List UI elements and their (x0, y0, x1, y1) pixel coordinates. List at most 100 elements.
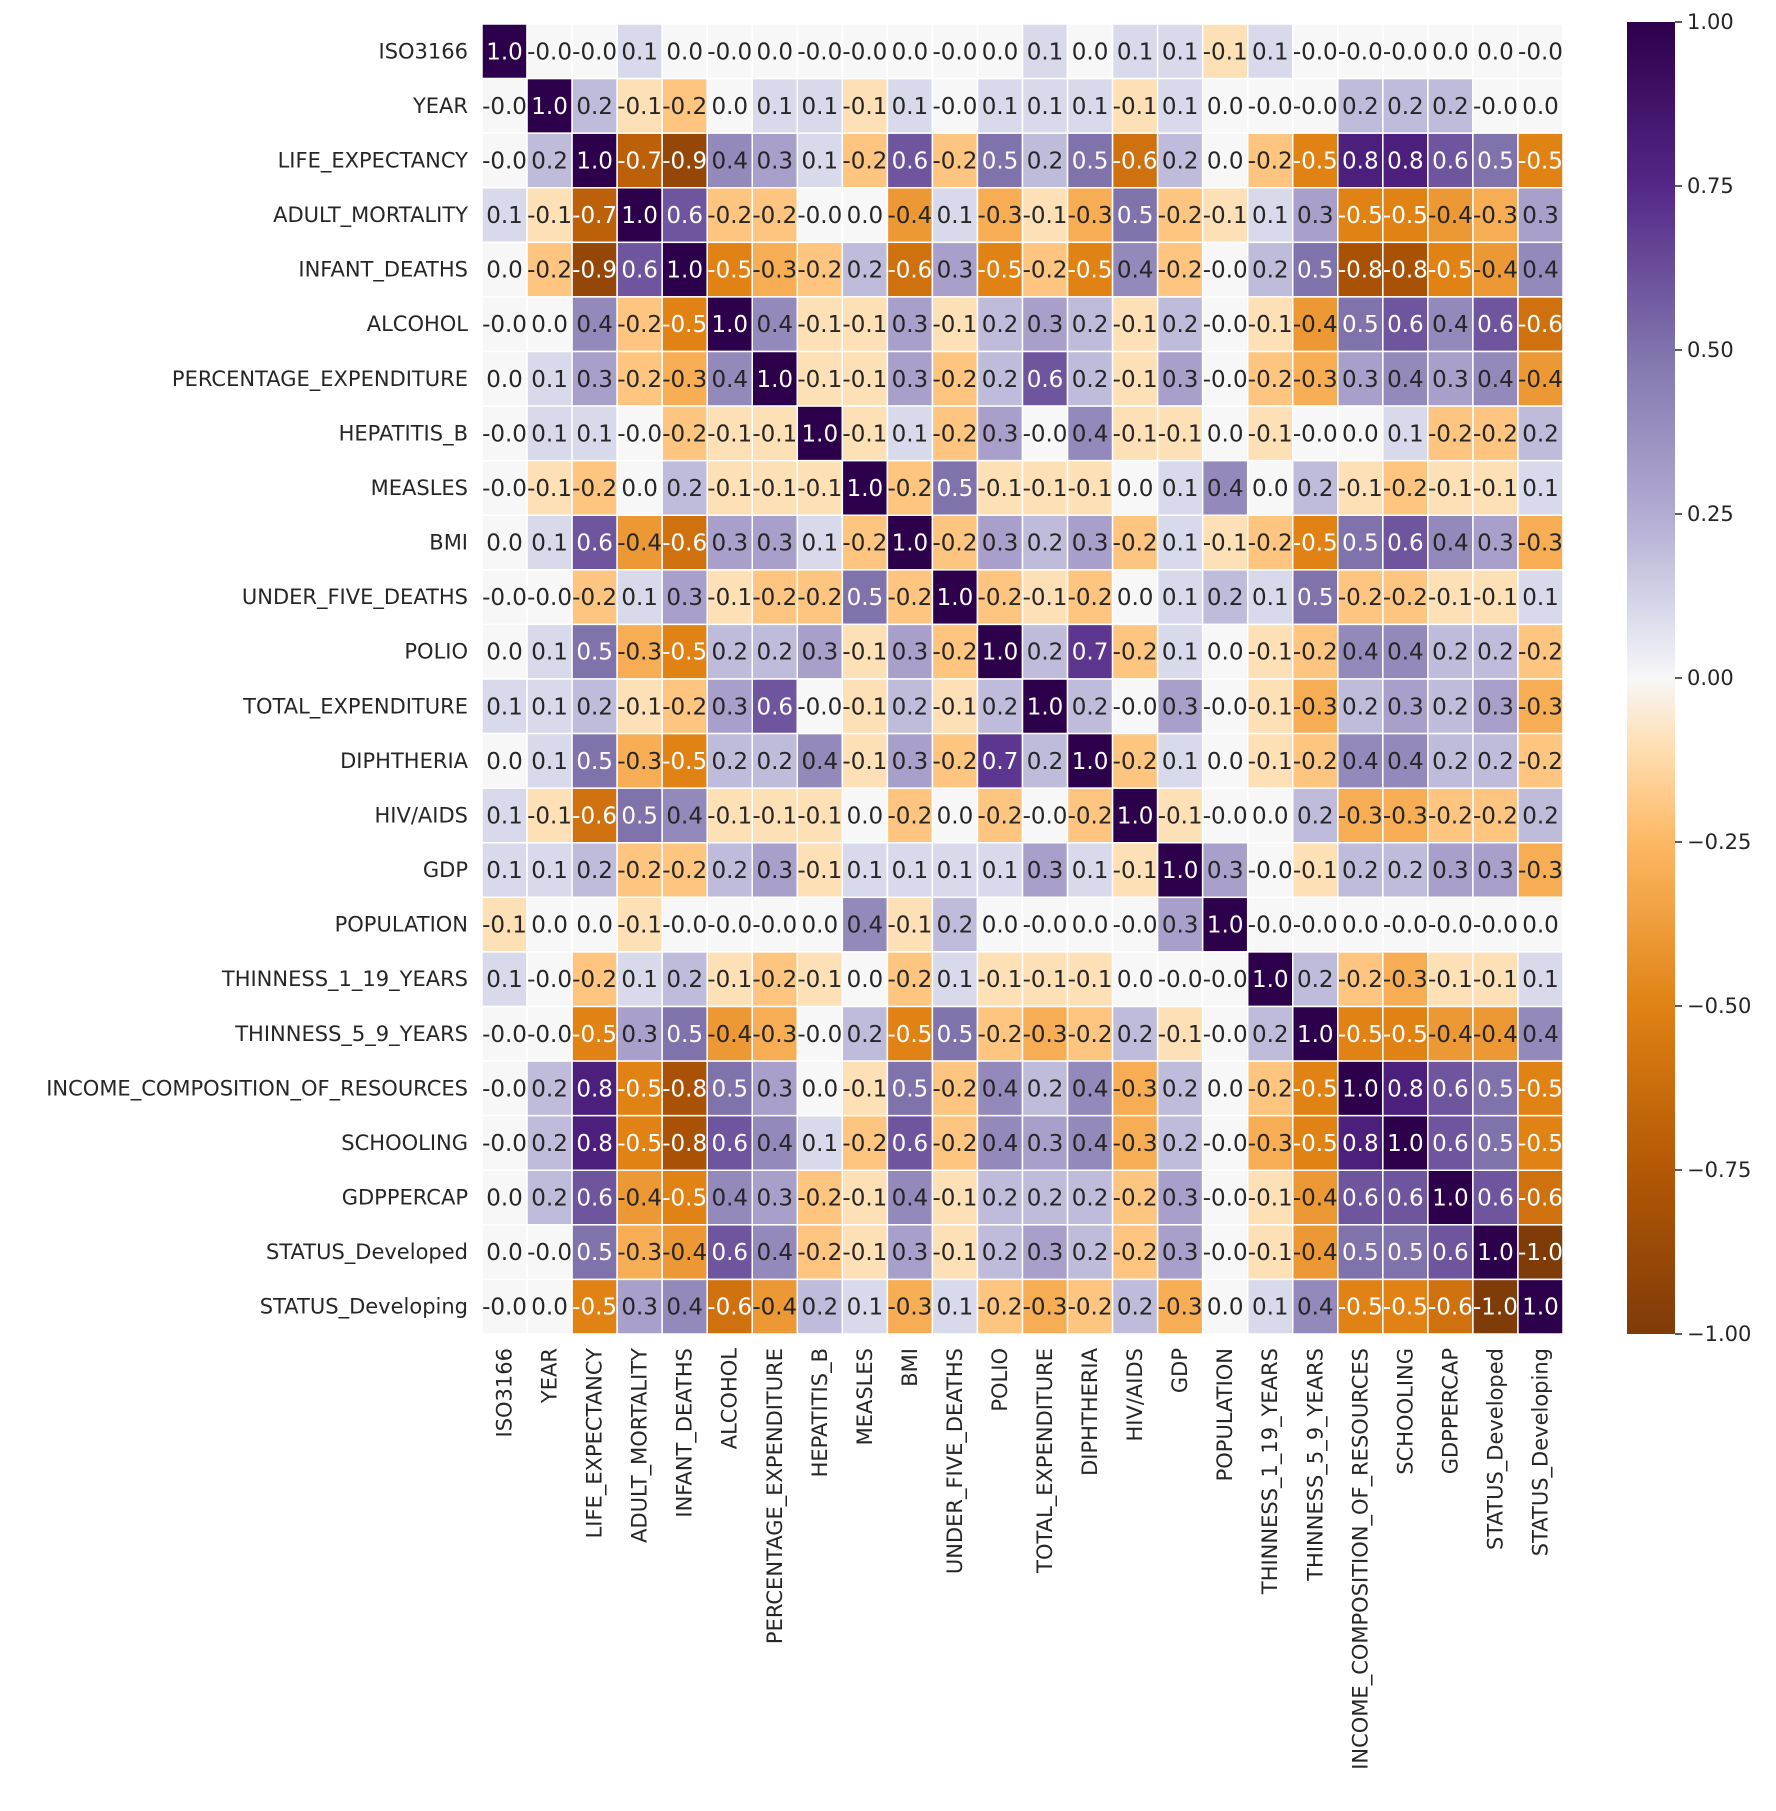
heatmap-cell-15-8 (841, 842, 889, 899)
cell-label-2-22: 0.5 (1477, 148, 1514, 174)
cell-label-11-13: 0.7 (1072, 640, 1109, 666)
cell-label-2-23: -0.5 (1518, 148, 1563, 174)
cell-label-14-18: 0.2 (1297, 803, 1334, 829)
heatmap-cell-8-13 (1066, 459, 1114, 516)
cell-label-2-20: 0.8 (1387, 148, 1424, 174)
heatmap-cell-9-22 (1472, 514, 1519, 571)
column-label-income-composition-of-resources: INCOME_COMPOSITION_OF_RESOURCES (1348, 1348, 1373, 1770)
cell-label-13-0: 0.0 (486, 749, 523, 775)
cell-label-19-3: -0.5 (617, 1076, 662, 1102)
heatmap-cell-16-12 (1021, 896, 1069, 953)
heatmap-cell-14-10 (931, 787, 979, 844)
heatmap-cell-10-10 (931, 569, 979, 626)
cell-label-10-17: 0.1 (1252, 585, 1289, 611)
heatmap-cell-22-23 (1517, 1224, 1564, 1281)
cell-label-0-9: 0.0 (892, 39, 929, 65)
cell-label-18-4: 0.5 (666, 1022, 703, 1048)
heatmap-cell-1-2 (571, 77, 618, 134)
cell-label-12-4: -0.2 (662, 694, 707, 720)
cell-label-20-19: 0.8 (1342, 1131, 1379, 1157)
cell-label-1-19: 0.2 (1342, 94, 1379, 120)
cell-label-11-2: 0.5 (576, 640, 613, 666)
heatmap-cell-23-17 (1246, 1278, 1294, 1335)
heatmap-cell-22-2 (571, 1224, 618, 1281)
cell-label-20-0: -0.0 (482, 1131, 527, 1157)
column-label-alcohol: ALCOHOL (718, 1348, 742, 1450)
cell-label-23-16: 0.0 (1207, 1295, 1244, 1321)
cell-label-22-1: -0.0 (527, 1240, 572, 1266)
heatmap-cell-0-21 (1427, 23, 1474, 80)
cell-label-1-20: 0.2 (1387, 94, 1424, 120)
cell-label-9-5: 0.3 (711, 531, 748, 557)
row-label-population: POPULATION (335, 913, 468, 937)
cell-label-21-7: -0.2 (797, 1186, 842, 1212)
heatmap-cell-10-15 (1156, 569, 1204, 626)
heatmap-cell-9-18 (1292, 514, 1339, 571)
cell-label-14-0: 0.1 (486, 803, 523, 829)
heatmap-cell-9-9 (886, 514, 934, 571)
heatmap-cell-17-2 (571, 951, 618, 1008)
heatmap-cell-1-21 (1427, 77, 1474, 134)
cell-label-11-19: 0.4 (1342, 640, 1379, 666)
cell-label-1-0: -0.0 (482, 94, 527, 120)
heatmap-cell-14-20 (1382, 787, 1429, 844)
cell-label-1-13: 0.1 (1072, 94, 1109, 120)
cell-label-5-9: 0.3 (892, 312, 929, 338)
cell-label-15-15: 1.0 (1162, 858, 1199, 884)
cell-label-7-18: -0.0 (1293, 421, 1338, 447)
cell-label-19-16: 0.0 (1207, 1076, 1244, 1102)
heatmap-cell-18-7 (796, 1005, 844, 1062)
heatmap-cell-20-17 (1246, 1114, 1294, 1171)
colorbar-tick-label: −0.50 (1687, 994, 1751, 1018)
colorbar-tick-label: 0.00 (1687, 666, 1734, 690)
heatmap-cell-17-18 (1292, 951, 1339, 1008)
heatmap-cell-23-0 (481, 1278, 528, 1335)
cell-label-6-10: -0.2 (932, 367, 977, 393)
cell-label-23-13: -0.2 (1068, 1295, 1113, 1321)
column-label-percentage-expenditure: PERCENTAGE_EXPENDITURE (763, 1348, 788, 1644)
heatmap-cell-4-19 (1337, 241, 1384, 298)
cell-label-17-6: -0.2 (752, 967, 797, 993)
column-label-measles: MEASLES (853, 1348, 877, 1445)
heatmap-cell-21-7 (796, 1169, 844, 1226)
cell-label-10-18: 0.5 (1297, 585, 1334, 611)
heatmap-cell-19-11 (976, 1060, 1024, 1117)
heatmap-cell-13-16 (1201, 732, 1249, 789)
cell-label-7-1: 0.1 (531, 421, 568, 447)
heatmap-cell-7-7 (796, 405, 844, 462)
row-label-bmi: BMI (429, 531, 468, 555)
heatmap-cell-5-22 (1472, 296, 1519, 353)
heatmap-cell-9-17 (1246, 514, 1294, 571)
cell-label-7-2: 0.1 (576, 421, 613, 447)
heatmap-cell-9-10 (931, 514, 979, 571)
heatmap-cell-9-12 (1021, 514, 1069, 571)
cell-label-19-0: -0.0 (482, 1076, 527, 1102)
heatmap-cell-2-15 (1156, 132, 1204, 189)
heatmap-cell-4-6 (751, 241, 799, 298)
heatmap-cell-17-3 (616, 951, 663, 1008)
cell-label-17-8: 0.0 (847, 967, 884, 993)
cell-label-10-2: -0.2 (572, 585, 617, 611)
cell-label-23-8: 0.1 (847, 1295, 884, 1321)
heatmap-cell-17-22 (1472, 951, 1519, 1008)
heatmap-cell-6-6 (751, 350, 799, 407)
cell-label-1-1: 1.0 (531, 94, 568, 120)
cell-label-15-17: -0.0 (1248, 858, 1293, 884)
heatmap-cell-0-5 (706, 23, 753, 80)
cell-label-20-7: 0.1 (802, 1131, 839, 1157)
cell-label-19-12: 0.2 (1027, 1076, 1064, 1102)
heatmap-cell-21-20 (1382, 1169, 1429, 1226)
cell-label-11-14: -0.2 (1113, 640, 1158, 666)
cell-label-18-18: 1.0 (1297, 1022, 1334, 1048)
cell-label-17-0: 0.1 (486, 967, 523, 993)
heatmap-cell-2-23 (1517, 132, 1564, 189)
cell-label-23-18: 0.4 (1297, 1295, 1334, 1321)
colorbar-tick-label: −0.25 (1687, 830, 1751, 854)
row-label-measles: MEASLES (371, 476, 468, 500)
cell-label-14-1: -0.1 (527, 803, 572, 829)
cell-label-11-11: 1.0 (982, 640, 1019, 666)
heatmap-cell-7-13 (1066, 405, 1114, 462)
cell-label-19-13: 0.4 (1072, 1076, 1109, 1102)
cell-label-0-2: -0.0 (572, 39, 617, 65)
cell-label-18-21: -0.4 (1428, 1022, 1473, 1048)
